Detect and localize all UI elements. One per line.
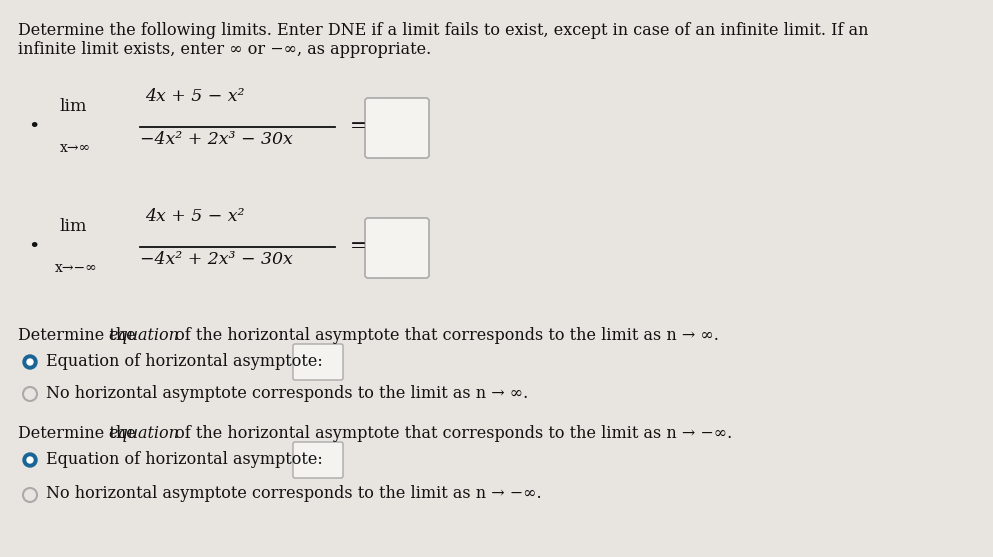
FancyBboxPatch shape <box>293 344 343 380</box>
Text: of the horizontal asymptote that corresponds to the limit as n → −∞.: of the horizontal asymptote that corresp… <box>170 425 732 442</box>
Text: infinite limit exists, enter ∞ or −∞, as appropriate.: infinite limit exists, enter ∞ or −∞, as… <box>18 41 431 58</box>
Text: of the horizontal asymptote that corresponds to the limit as n → ∞.: of the horizontal asymptote that corresp… <box>170 327 719 344</box>
Text: 4x + 5 − x²: 4x + 5 − x² <box>145 208 244 225</box>
FancyBboxPatch shape <box>365 98 429 158</box>
Circle shape <box>27 359 33 365</box>
Text: x→∞: x→∞ <box>60 141 91 155</box>
Text: equation: equation <box>108 425 179 442</box>
Circle shape <box>23 453 37 467</box>
Text: Determine the following limits. Enter DNE if a limit fails to exist, except in c: Determine the following limits. Enter DN… <box>18 22 869 39</box>
Text: =: = <box>350 118 366 136</box>
Text: equation: equation <box>108 327 179 344</box>
Text: lim: lim <box>60 218 87 235</box>
Text: −4x² + 2x³ − 30x: −4x² + 2x³ − 30x <box>140 131 293 148</box>
Text: Equation of horizontal asymptote:: Equation of horizontal asymptote: <box>46 451 323 467</box>
FancyBboxPatch shape <box>293 442 343 478</box>
Text: Equation of horizontal asymptote:: Equation of horizontal asymptote: <box>46 353 323 369</box>
Circle shape <box>23 355 37 369</box>
Text: Determine the: Determine the <box>18 425 141 442</box>
Text: 4x + 5 − x²: 4x + 5 − x² <box>145 88 244 105</box>
Text: x→−∞: x→−∞ <box>55 261 97 275</box>
Text: •: • <box>28 238 40 256</box>
FancyBboxPatch shape <box>365 218 429 278</box>
Text: •: • <box>28 118 40 136</box>
Text: =: = <box>350 237 366 257</box>
Circle shape <box>27 457 33 463</box>
Text: No horizontal asymptote corresponds to the limit as n → −∞.: No horizontal asymptote corresponds to t… <box>46 486 541 502</box>
Text: No horizontal asymptote corresponds to the limit as n → ∞.: No horizontal asymptote corresponds to t… <box>46 384 528 402</box>
Text: lim: lim <box>60 98 87 115</box>
Text: −4x² + 2x³ − 30x: −4x² + 2x³ − 30x <box>140 251 293 268</box>
Text: Determine the: Determine the <box>18 327 141 344</box>
